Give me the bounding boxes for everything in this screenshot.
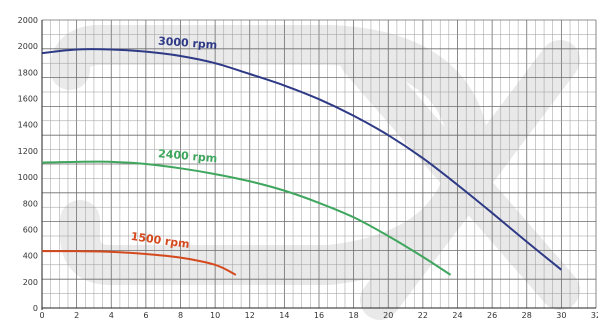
series-line-1500-rpm bbox=[41, 250, 237, 276]
y-tick-label: 1400 bbox=[18, 121, 38, 130]
y-tick-label: 1200 bbox=[18, 147, 38, 156]
series-lines bbox=[41, 48, 563, 276]
x-tick-label: 26 bbox=[487, 311, 497, 320]
x-tick-label: 32 bbox=[591, 311, 598, 320]
x-tick-label: 10 bbox=[210, 311, 220, 320]
grid bbox=[41, 19, 597, 309]
series-line-3000-rpm bbox=[41, 48, 563, 271]
y-tick-label: 400 bbox=[23, 252, 38, 261]
x-tick-label: 28 bbox=[522, 311, 532, 320]
x-tick-label: 30 bbox=[556, 311, 566, 320]
watermark-logo bbox=[50, 25, 580, 320]
y-tick-label: 0 bbox=[33, 304, 38, 313]
y-tick-label: 2000 bbox=[18, 42, 38, 51]
x-tick-label: 12 bbox=[245, 311, 255, 320]
x-tick-label: 14 bbox=[279, 311, 289, 320]
x-tick-label: 8 bbox=[178, 311, 183, 320]
y-tick-label: 800 bbox=[23, 199, 38, 208]
series-line-2400-rpm bbox=[41, 160, 452, 276]
axes: 0200400600800100012001400160018002000200… bbox=[18, 16, 598, 320]
x-tick-label: 20 bbox=[383, 311, 393, 320]
x-tick-label: 22 bbox=[418, 311, 428, 320]
y-tick-label: 2000 bbox=[18, 16, 38, 25]
series-label-2400-rpm: 2400 rpm bbox=[158, 147, 218, 165]
y-tick-label: 600 bbox=[23, 225, 38, 234]
x-tick-label: 6 bbox=[143, 311, 148, 320]
x-tick-label: 4 bbox=[109, 311, 114, 320]
y-tick-label: 1000 bbox=[18, 173, 38, 182]
x-tick-label: 16 bbox=[314, 311, 324, 320]
x-tick-label: 18 bbox=[349, 311, 359, 320]
series-label-3000-rpm: 3000 rpm bbox=[158, 35, 218, 52]
y-tick-label: 1600 bbox=[18, 95, 38, 104]
y-tick-label: 200 bbox=[23, 278, 38, 287]
y-tick-label: 1800 bbox=[18, 68, 38, 77]
x-tick-label: 2 bbox=[74, 311, 79, 320]
x-tick-label: 24 bbox=[452, 311, 462, 320]
x-tick-label: 0 bbox=[39, 311, 44, 320]
